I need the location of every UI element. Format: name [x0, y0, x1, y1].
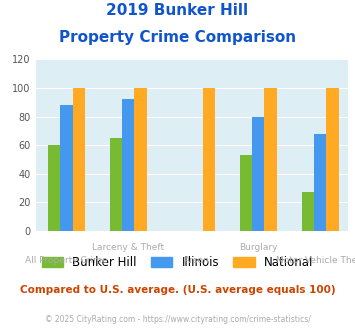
Text: © 2025 CityRating.com - https://www.cityrating.com/crime-statistics/: © 2025 CityRating.com - https://www.city… [45, 315, 310, 324]
Text: Larceny & Theft: Larceny & Theft [92, 243, 164, 251]
Bar [252, 116, 264, 231]
Text: Burglary: Burglary [239, 243, 278, 251]
Bar [73, 88, 85, 231]
Bar [314, 134, 326, 231]
Text: Motor Vehicle Theft: Motor Vehicle Theft [276, 256, 355, 265]
Bar [122, 99, 135, 231]
Bar [60, 105, 73, 231]
Bar [301, 192, 314, 231]
Text: Arson: Arson [184, 256, 209, 265]
Text: All Property Crime: All Property Crime [25, 256, 108, 265]
Text: Compared to U.S. average. (U.S. average equals 100): Compared to U.S. average. (U.S. average … [20, 285, 335, 295]
Bar [326, 88, 339, 231]
Bar [48, 145, 60, 231]
Bar [202, 88, 215, 231]
Bar [264, 88, 277, 231]
Legend: Bunker Hill, Illinois, National: Bunker Hill, Illinois, National [37, 251, 318, 274]
Bar [240, 155, 252, 231]
Text: 2019 Bunker Hill: 2019 Bunker Hill [106, 3, 248, 18]
Bar [135, 88, 147, 231]
Text: Property Crime Comparison: Property Crime Comparison [59, 30, 296, 45]
Bar [110, 138, 122, 231]
